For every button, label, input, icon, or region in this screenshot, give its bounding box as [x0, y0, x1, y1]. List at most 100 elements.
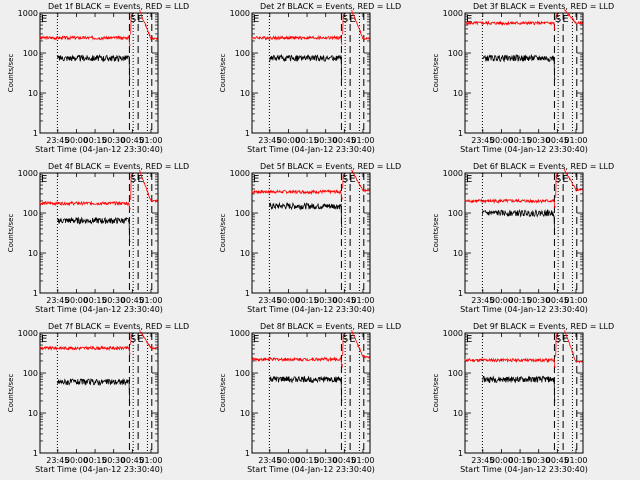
x-tick-label: 23:45 — [471, 456, 494, 465]
y-tick-label: 1000 — [18, 9, 38, 18]
x-tick-label: 01:00 — [351, 296, 374, 305]
panel-det-8: Det 8f BLACK = Events, RED = LLD 1 10 100 10… — [219, 322, 401, 474]
plot-frame — [251, 332, 371, 454]
y-tick-label: 1000 — [230, 169, 250, 178]
panel-det-6: Det 6f BLACK = Events, RED = LLD 1 10 100 10… — [432, 162, 614, 314]
marker-label-left: E — [253, 174, 259, 185]
series-lld — [464, 8, 583, 31]
x-tick-label: 00:15 — [296, 456, 319, 465]
x-tick-label: 00:00 — [277, 136, 300, 145]
y-tick-label: 100 — [235, 369, 250, 378]
x-tick-label: 01:00 — [564, 456, 587, 465]
y-tick-label: 10 — [240, 249, 250, 258]
series-events — [482, 208, 556, 235]
panel-title: Det 5f BLACK = Events, RED = LLD — [260, 162, 401, 171]
y-tick-label: 1 — [458, 449, 463, 458]
x-tick-label: 00:00 — [277, 296, 300, 305]
y-axis-label: Counts/sec — [7, 214, 15, 253]
marker-label-s: S — [342, 14, 348, 25]
panel-title: Det 1f BLACK = Events, RED = LLD — [48, 2, 189, 11]
marker-label-left: E — [253, 334, 259, 345]
series-lld — [251, 9, 370, 45]
panel-det-1: Det 1f BLACK = Events, RED = LLD 1 10 100 10… — [7, 2, 189, 154]
marker-label-e: E — [562, 14, 568, 25]
marker-label-s: S — [555, 334, 561, 345]
marker-label-left: E — [466, 334, 472, 345]
x-tick-label: 01:00 — [564, 136, 587, 145]
x-tick-label: 00:30 — [314, 296, 337, 305]
x-axis-label: Start Time (04-Jan-12 23:30:40) — [247, 145, 375, 154]
marker-label-left: E — [466, 14, 472, 25]
marker-label-e: E — [137, 334, 143, 345]
x-axis-label: Start Time (04-Jan-12 23:30:40) — [460, 465, 588, 474]
x-tick-label: 00:15 — [84, 456, 107, 465]
x-tick-label: 23:45 — [471, 296, 494, 305]
y-tick-label: 100 — [235, 49, 250, 58]
series-lld — [464, 330, 583, 368]
plot-frame — [39, 172, 159, 294]
marker-label-s: S — [342, 334, 348, 345]
series-events — [482, 54, 556, 80]
y-tick-label: 1 — [245, 289, 250, 298]
x-axis-label: Start Time (04-Jan-12 23:30:40) — [460, 305, 588, 314]
x-tick-label: 00:15 — [509, 136, 532, 145]
plot-frame — [251, 172, 371, 294]
y-tick-label: 10 — [28, 249, 38, 258]
y-tick-label: 1000 — [443, 169, 463, 178]
panel-title: Det 8f BLACK = Events, RED = LLD — [260, 322, 401, 331]
y-tick-label: 100 — [23, 49, 38, 58]
y-tick-label: 10 — [453, 89, 463, 98]
x-tick-label: 00:30 — [102, 136, 125, 145]
marker-label-left: E — [41, 174, 47, 185]
marker-label-s: S — [342, 174, 348, 185]
plot-frame — [39, 12, 159, 134]
y-tick-label: 100 — [235, 209, 250, 218]
y-tick-label: 1000 — [443, 329, 463, 338]
x-tick-label: 23:45 — [471, 136, 494, 145]
y-tick-label: 10 — [240, 89, 250, 98]
y-tick-label: 10 — [240, 409, 250, 418]
plot-frame — [464, 332, 584, 454]
x-axis-label: Start Time (04-Jan-12 23:30:40) — [35, 465, 163, 474]
marker-label-left: E — [466, 174, 472, 185]
x-tick-label: 01:00 — [351, 456, 374, 465]
x-tick-label: 01:00 — [351, 136, 374, 145]
y-tick-label: 1 — [245, 449, 250, 458]
x-tick-label: 00:45 — [333, 136, 356, 145]
marker-label-s: S — [130, 334, 136, 345]
panel-title: Det 3f BLACK = Events, RED = LLD — [473, 2, 614, 11]
plot-frame — [39, 332, 159, 454]
panel-title: Det 2f BLACK = Events, RED = LLD — [260, 2, 401, 11]
y-tick-label: 100 — [23, 209, 38, 218]
x-tick-label: 00:15 — [509, 456, 532, 465]
y-axis-label: Counts/sec — [219, 54, 227, 93]
x-tick-label: 01:00 — [564, 296, 587, 305]
y-tick-label: 1000 — [18, 329, 38, 338]
panel-title: Det 7f BLACK = Events, RED = LLD — [48, 322, 189, 331]
x-axis-label: Start Time (04-Jan-12 23:30:40) — [35, 305, 163, 314]
y-axis-label: Counts/sec — [432, 54, 440, 93]
series-lld — [39, 9, 158, 47]
y-tick-label: 1000 — [18, 169, 38, 178]
x-tick-label: 00:15 — [296, 136, 319, 145]
x-axis-label: Start Time (04-Jan-12 23:30:40) — [247, 305, 375, 314]
x-tick-label: 00:15 — [509, 296, 532, 305]
x-tick-label: 00:00 — [490, 136, 513, 145]
x-axis-label: Start Time (04-Jan-12 23:30:40) — [35, 145, 163, 154]
y-tick-label: 100 — [448, 49, 463, 58]
plot-frame — [464, 172, 584, 294]
marker-label-s: S — [555, 14, 561, 25]
y-tick-label: 1 — [458, 289, 463, 298]
x-tick-label: 23:45 — [46, 456, 69, 465]
x-tick-label: 00:45 — [546, 456, 569, 465]
y-tick-label: 1 — [458, 129, 463, 138]
series-events — [482, 375, 556, 401]
y-tick-label: 1000 — [230, 9, 250, 18]
x-tick-label: 01:00 — [139, 136, 162, 145]
x-tick-label: 01:00 — [139, 296, 162, 305]
plot-frame — [464, 12, 584, 134]
panel-det-9: Det 9f BLACK = Events, RED = LLD 1 10 100 10… — [432, 322, 614, 474]
panel-det-2: Det 2f BLACK = Events, RED = LLD 1 10 100 10… — [219, 2, 401, 154]
x-tick-label: 23:45 — [258, 296, 281, 305]
